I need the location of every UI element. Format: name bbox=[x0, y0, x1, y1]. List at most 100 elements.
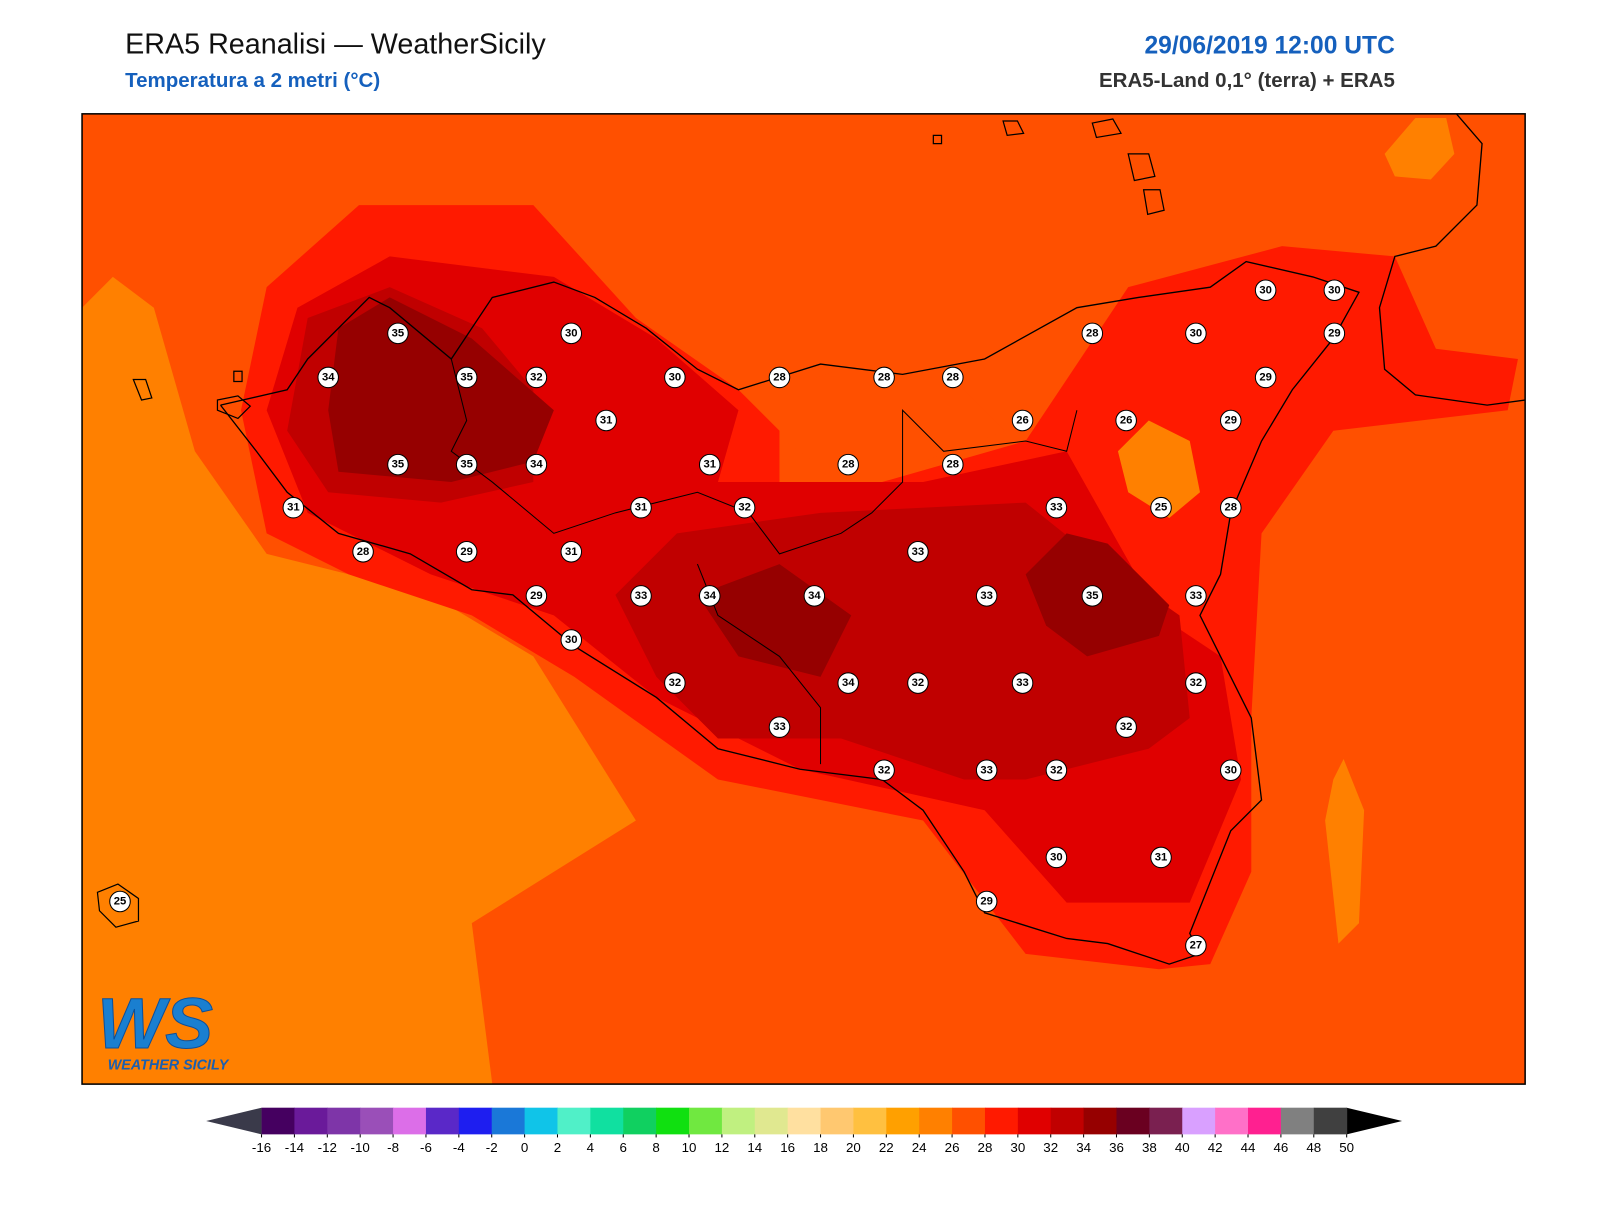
station-marker bbox=[1185, 934, 1207, 957]
colorbar-box bbox=[721, 1107, 756, 1135]
station-marker bbox=[560, 541, 583, 563]
station-marker bbox=[1045, 496, 1068, 519]
colorbar-tick-label: 44 bbox=[1241, 1140, 1256, 1155]
station-marker bbox=[975, 759, 998, 782]
station-value: 32 bbox=[530, 371, 543, 383]
station-marker bbox=[698, 585, 721, 607]
station-marker bbox=[975, 585, 998, 607]
station-value: 29 bbox=[980, 896, 993, 908]
colorbar-tick-label: 46 bbox=[1273, 1140, 1288, 1155]
station-value: 30 bbox=[1190, 327, 1203, 339]
colorbar-box bbox=[754, 1107, 789, 1135]
temperature-area bbox=[1325, 758, 1365, 944]
colorbar: -16 -14 -12 -10 -8 -6 -4 -2 0 2 4 6 8 10 12 14 16 18 20 22 2… bbox=[206, 1107, 1403, 1155]
colorbar-tick-label: 42 bbox=[1208, 1140, 1223, 1155]
station-value: 33 bbox=[635, 590, 648, 602]
colorbar-tick-label: 50 bbox=[1339, 1140, 1354, 1155]
station-marker bbox=[1081, 585, 1104, 607]
temperature-area bbox=[328, 297, 554, 483]
colorbar-tick-label: -12 bbox=[318, 1140, 337, 1155]
colorbar-box bbox=[820, 1107, 854, 1135]
colorbar-tick-label: 8 bbox=[652, 1140, 659, 1155]
station-value: 30 bbox=[565, 634, 578, 646]
colorbar-box bbox=[1248, 1107, 1282, 1135]
station-value: 32 bbox=[878, 764, 891, 776]
station-marker bbox=[907, 541, 929, 563]
colorbar-box bbox=[1215, 1107, 1249, 1135]
colorbar-tick-label: -2 bbox=[486, 1140, 498, 1155]
station-value: 29 bbox=[530, 590, 543, 602]
colorbar-box bbox=[557, 1107, 591, 1135]
colorbar-box bbox=[1182, 1107, 1216, 1135]
station-marker bbox=[1115, 716, 1137, 738]
station-value: 32 bbox=[669, 677, 682, 689]
station-value: 33 bbox=[1016, 677, 1029, 689]
colorbar-tick-label: 48 bbox=[1306, 1140, 1321, 1155]
station-marker bbox=[1150, 496, 1172, 519]
colorbar-tick-label: 12 bbox=[714, 1140, 729, 1155]
station-value: 33 bbox=[980, 590, 993, 602]
station-value: 33 bbox=[1190, 590, 1203, 602]
station-marker bbox=[1323, 322, 1346, 345]
station-value: 25 bbox=[1155, 502, 1168, 514]
station-marker bbox=[387, 322, 409, 345]
station-marker bbox=[387, 453, 409, 476]
colorbar-tick-label: 18 bbox=[813, 1140, 828, 1155]
station-marker bbox=[1323, 279, 1346, 302]
temperature-area bbox=[1117, 420, 1200, 518]
station-marker bbox=[525, 585, 548, 607]
colorbar-tick-label: 32 bbox=[1043, 1140, 1058, 1155]
colorbar-box bbox=[656, 1107, 690, 1135]
colorbar-box bbox=[590, 1107, 624, 1135]
station-marker bbox=[1185, 585, 1207, 607]
province-border bbox=[450, 358, 1078, 555]
temperature-area bbox=[1384, 117, 1455, 180]
station-marker bbox=[282, 496, 305, 519]
colorbar-box bbox=[853, 1107, 887, 1135]
colorbar-over bbox=[1346, 1107, 1403, 1135]
station-marker bbox=[837, 672, 859, 694]
station-value: 32 bbox=[738, 502, 751, 514]
logo-mark: WS bbox=[97, 984, 213, 1064]
station-marker bbox=[1081, 322, 1104, 345]
station-marker bbox=[455, 366, 478, 389]
station-value: 33 bbox=[773, 721, 786, 733]
colorbar-box bbox=[952, 1107, 986, 1135]
station-value: 31 bbox=[287, 502, 300, 514]
date: 29/06/2019 12:00 UTC bbox=[1144, 32, 1395, 59]
colorbar-box bbox=[294, 1107, 328, 1135]
station-marker bbox=[768, 366, 791, 389]
colorbar-under bbox=[206, 1107, 262, 1135]
colorbar-tick-label: 0 bbox=[521, 1140, 528, 1155]
station-value: 34 bbox=[322, 371, 335, 383]
station-marker bbox=[1254, 366, 1277, 389]
station-marker bbox=[942, 366, 964, 389]
colorbar-tick-label: -16 bbox=[252, 1140, 271, 1155]
logo: WS WEATHER SICILY bbox=[97, 984, 230, 1074]
station-marker bbox=[560, 322, 583, 345]
coastline bbox=[1378, 113, 1526, 406]
station-value: 25 bbox=[114, 896, 127, 908]
colorbar-box bbox=[1313, 1107, 1348, 1135]
station-value: 31 bbox=[565, 546, 578, 558]
colorbar-box bbox=[491, 1107, 526, 1135]
station-marker bbox=[109, 890, 131, 913]
station-value: 28 bbox=[947, 371, 960, 383]
station-value: 28 bbox=[1225, 502, 1238, 514]
station-value: 28 bbox=[947, 459, 960, 471]
station-value: 30 bbox=[565, 327, 578, 339]
station-value: 35 bbox=[460, 371, 473, 383]
station-marker bbox=[664, 366, 686, 389]
station-value: 31 bbox=[635, 502, 648, 514]
map: 35 30 34 35 32 30 28 28 28 28 30 30 30 29 29 31 26 26 29 35… bbox=[82, 113, 1526, 1085]
station-marker bbox=[455, 453, 478, 476]
station-value: 30 bbox=[1050, 851, 1063, 863]
station-marker bbox=[1220, 496, 1242, 519]
colorbar-box bbox=[1280, 1107, 1315, 1135]
station-marker bbox=[907, 672, 929, 694]
colorbar-tick-label: 2 bbox=[554, 1140, 561, 1155]
station-marker bbox=[1220, 759, 1242, 782]
station-marker bbox=[942, 453, 964, 476]
colorbar-box bbox=[393, 1107, 427, 1135]
station-marker bbox=[525, 453, 548, 476]
